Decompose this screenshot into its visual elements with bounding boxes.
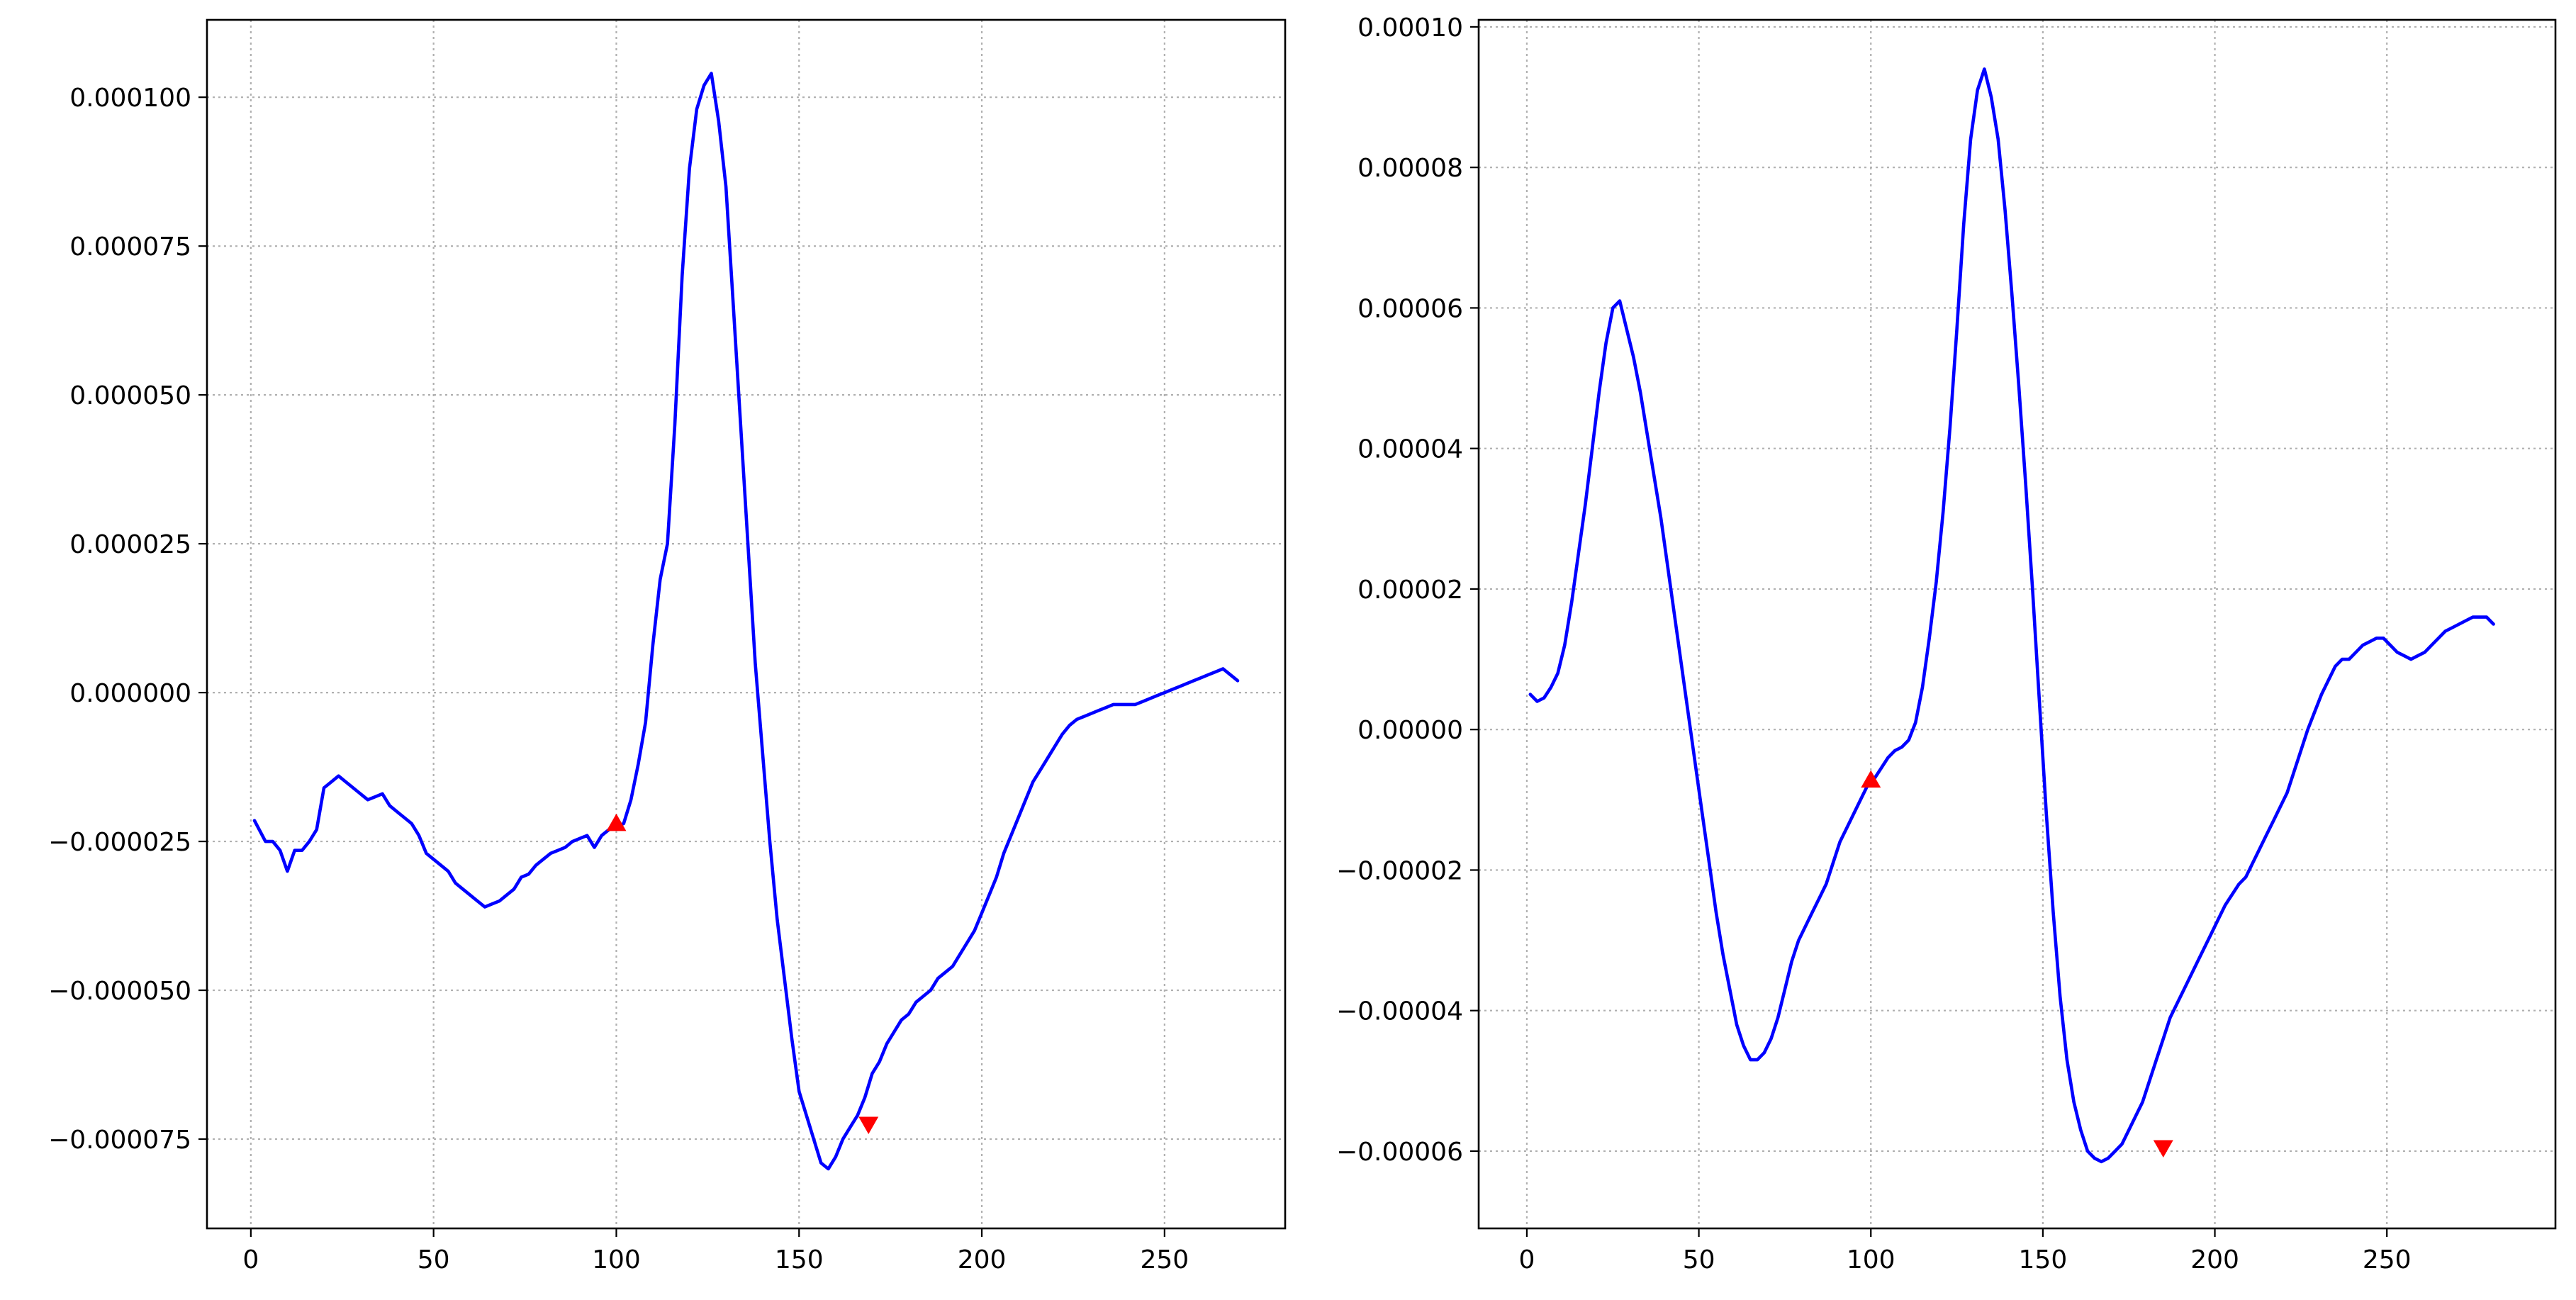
- chart-left: 0 50 100 150 200 250 −0.000075 −0.000050 −0.0000…: [48, 18, 1287, 1274]
- y-tick-label: −0.000050: [48, 977, 191, 1006]
- y-tick-label: 0.000025: [69, 530, 191, 559]
- axes-frame: [206, 18, 1287, 1230]
- y-tick-label: 0.00006: [1357, 294, 1463, 323]
- x-tick-label: 0: [242, 1245, 259, 1274]
- marker-triangle-up: [1861, 770, 1881, 788]
- marker-triangle-down: [858, 1116, 879, 1135]
- y-tick-label: 0.00010: [1357, 13, 1463, 43]
- y-tick-label: −0.00004: [1336, 997, 1463, 1026]
- x-tick-label: 50: [418, 1245, 450, 1274]
- x-tick-label: 0: [1518, 1245, 1535, 1274]
- y-tick-label: 0.00008: [1357, 154, 1463, 183]
- y-tick-label: 0.000100: [69, 84, 191, 113]
- x-tick-label: 200: [2190, 1245, 2239, 1274]
- marker-triangle-down: [2153, 1140, 2173, 1158]
- marker-triangle-up: [606, 813, 627, 831]
- x-tick-label: 150: [2019, 1245, 2068, 1274]
- y-tick-label: 0.000050: [69, 381, 191, 410]
- chart-right: 0 50 100 150 200 250 −0.00006 −0.00004 −0.00002 0…: [1336, 13, 2557, 1274]
- series-line-signal: [1528, 67, 2495, 1164]
- x-tick-label: 50: [1683, 1245, 1715, 1274]
- y-tick-label: 0.00004: [1357, 435, 1463, 464]
- x-tick-label: 100: [592, 1245, 641, 1274]
- y-tick-label: 0.000075: [69, 232, 191, 262]
- x-tick-label: 100: [1847, 1245, 1895, 1274]
- y-tick-label: −0.00006: [1336, 1138, 1463, 1167]
- y-tick-label: 0.00002: [1357, 576, 1463, 605]
- y-tick-label: 0.00000: [1357, 716, 1463, 745]
- y-tick-label: −0.000075: [48, 1126, 191, 1155]
- x-tick-label: 250: [1140, 1245, 1189, 1274]
- y-tick-label: −0.00002: [1336, 856, 1463, 885]
- x-tick-label: 200: [958, 1245, 1007, 1274]
- axes-frame: [1477, 18, 2557, 1230]
- x-tick-label: 150: [775, 1245, 824, 1274]
- series-line-signal: [252, 72, 1240, 1171]
- y-tick-label: 0.000000: [69, 679, 191, 708]
- y-tick-label: −0.000025: [48, 828, 191, 857]
- x-tick-label: 250: [2363, 1245, 2412, 1274]
